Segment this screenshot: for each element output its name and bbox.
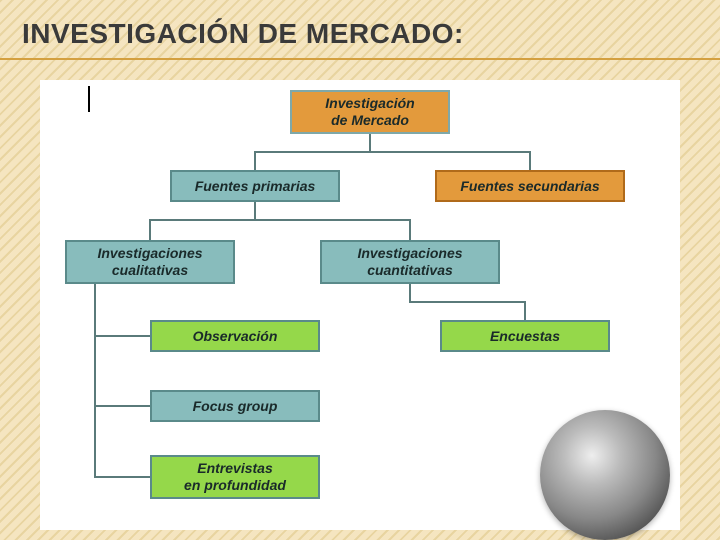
diagram-canvas: Investigaciónde Mercado Fuentes primarias… xyxy=(40,80,680,530)
node-sec: Fuentes secundarias xyxy=(435,170,625,202)
edge-prim-cuali xyxy=(150,202,255,240)
edge-cuali-focus xyxy=(95,284,150,406)
node-cuanti: Investigacionescuantitativas xyxy=(320,240,500,284)
node-prim: Fuentes primarias xyxy=(170,170,340,202)
node-root: Investigaciónde Mercado xyxy=(290,90,450,134)
node-enc: Encuestas xyxy=(440,320,610,352)
node-obs: Observación xyxy=(150,320,320,352)
edge-cuali-entr xyxy=(95,284,150,477)
edge-cuali-obs xyxy=(95,284,150,336)
page-title: INVESTIGACIÓN DE MERCADO: xyxy=(0,0,720,60)
edge-root-prim xyxy=(255,134,370,170)
node-cuali: Investigacionescualitativas xyxy=(65,240,235,284)
edge-cuanti-enc xyxy=(410,284,525,320)
node-entr: Entrevistasen profundidad xyxy=(150,455,320,499)
edge-prim-cuanti xyxy=(255,202,410,240)
edge-root-sec xyxy=(370,134,530,170)
text-cursor xyxy=(88,86,90,112)
decorative-photo xyxy=(540,410,670,540)
node-focus: Focus group xyxy=(150,390,320,422)
